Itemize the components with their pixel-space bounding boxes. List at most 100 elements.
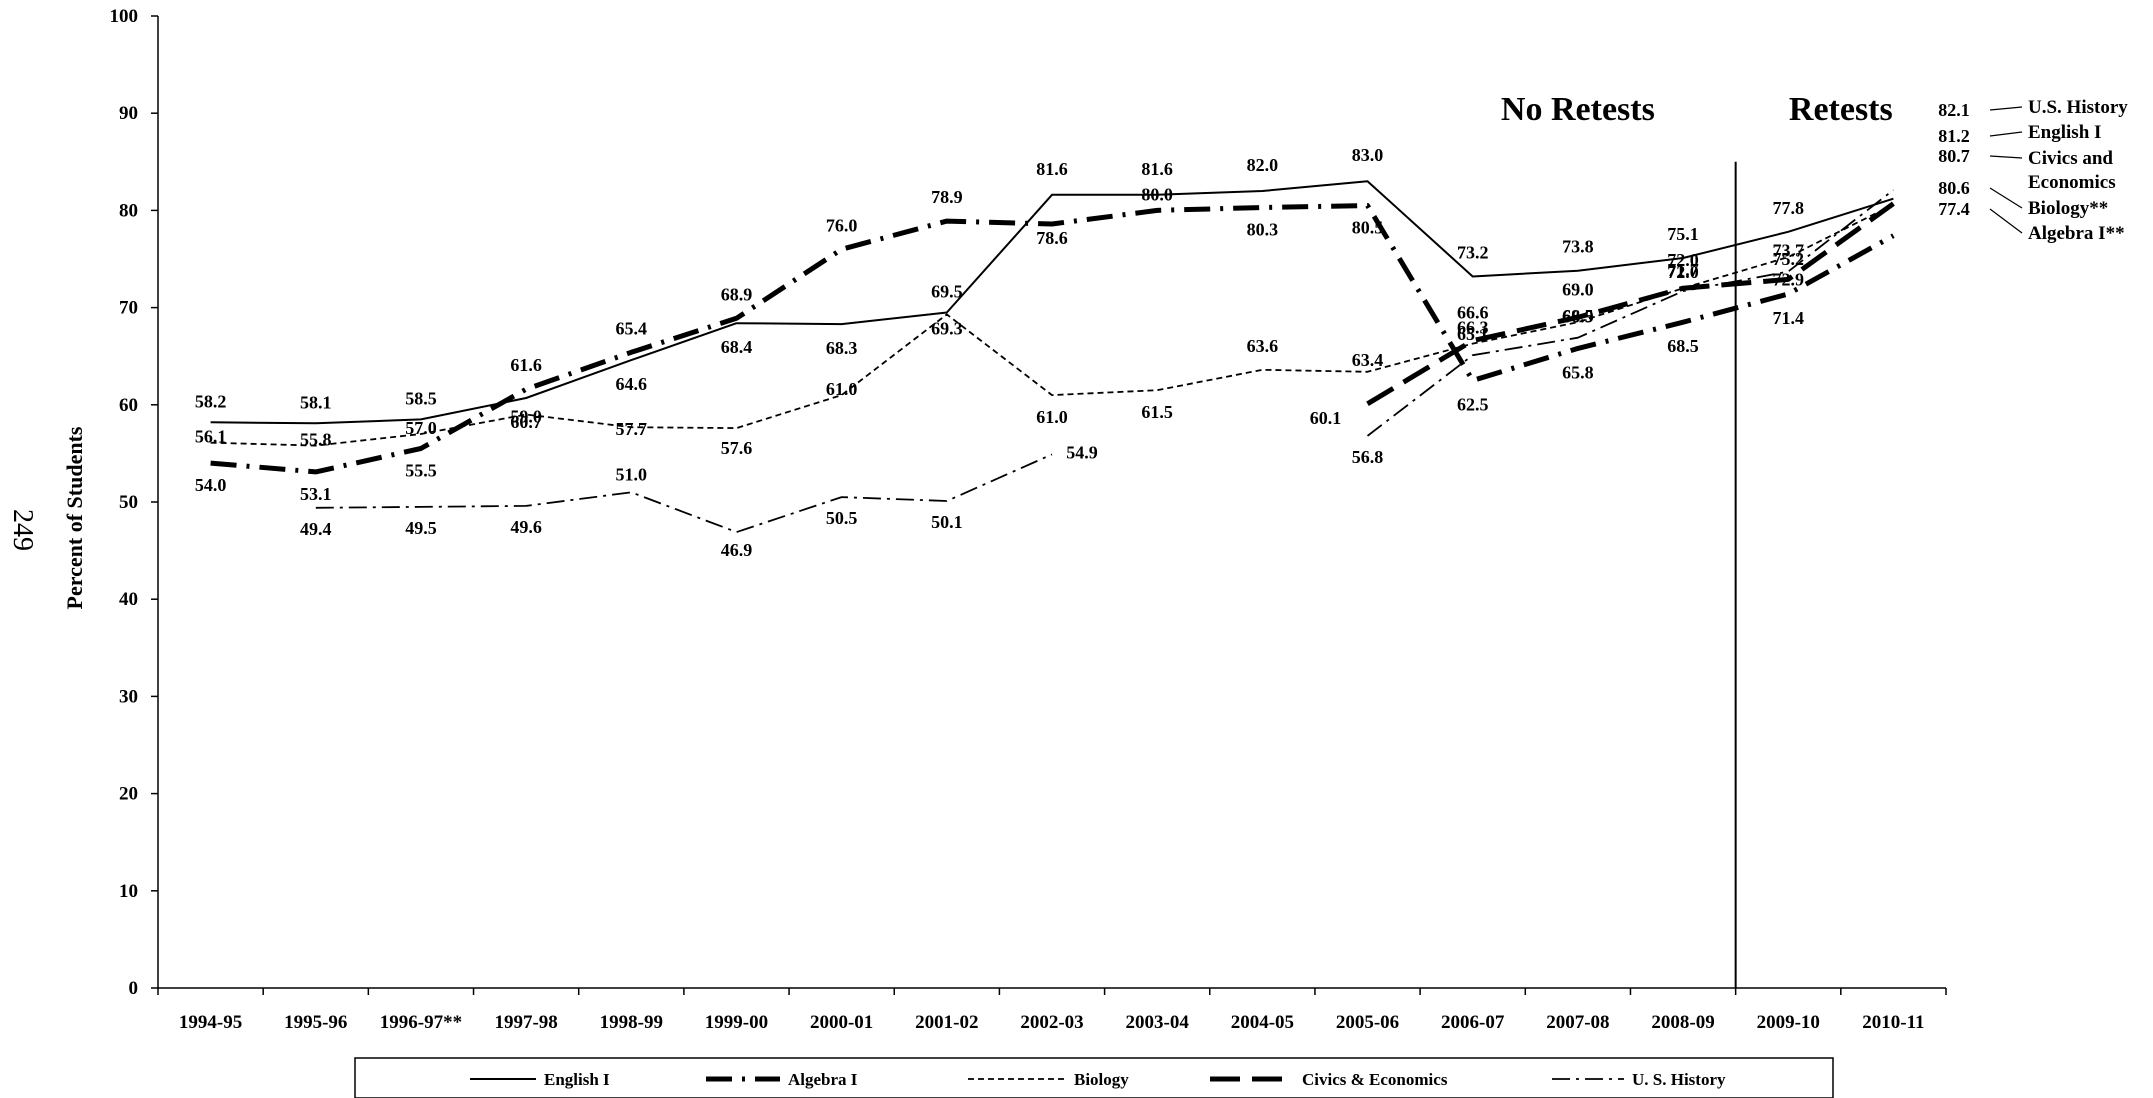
data-label-algebra-i: 65.4 (616, 318, 648, 338)
legend-label-english-i: English I (544, 1070, 610, 1089)
data-label-biology: 63.6 (1247, 336, 1279, 356)
x-tick-label: 1996-97** (380, 1012, 462, 1033)
y-tick-label: 90 (119, 103, 138, 124)
data-label-civics-economics: 72.0 (1667, 250, 1699, 270)
data-labels: 58.2 58.1 58.5 60.7 64.6 68.4 68.3 69.5 81.6 81.6… (195, 145, 1804, 560)
legend-label-civics-economics: Civics & Economics (1302, 1070, 1448, 1089)
data-label-us-history: 50.5 (826, 508, 858, 528)
legend-box (354, 1057, 1834, 1098)
data-label-english-i: 73.2 (1457, 242, 1489, 262)
legend-label-algebra-i: Algebra I (788, 1070, 858, 1089)
series-lines (210, 180, 1895, 533)
series-line-algebra-i (210, 203, 1895, 475)
data-label-english-i: 82.0 (1247, 155, 1279, 175)
data-label-algebra-i: 68.5 (1667, 336, 1699, 356)
leader-line-civics-economics (1989, 155, 2023, 159)
end-name-algebra-i: Algebra I** (2028, 223, 2125, 244)
data-label-biology: 75.2 (1772, 249, 1804, 269)
data-label-civics-economics: 69.0 (1562, 279, 1594, 299)
series-end-labels: 82.1 U.S. History 81.2 English I 80.7 Civics … (1938, 97, 2128, 244)
data-label-us-history: 54.9 (1066, 442, 1098, 462)
y-tick-label: 30 (119, 686, 138, 707)
series-line-us-history (1366, 189, 1894, 437)
leader-line-biology (1989, 187, 2023, 209)
x-tick-label: 2008-09 (1651, 1012, 1714, 1033)
data-label-biology: 56.1 (195, 427, 227, 447)
data-label-english-i: 64.6 (616, 374, 648, 394)
data-label-biology: 68.5 (1562, 306, 1594, 326)
y-tick-label: 70 (119, 298, 138, 319)
data-label-civics-economics: 66.6 (1457, 303, 1489, 323)
y-tick-label: 60 (119, 395, 138, 416)
data-label-algebra-i: 80.3 (1247, 219, 1279, 239)
data-label-algebra-i: 55.5 (405, 461, 437, 481)
end-value-algebra-i: 77.4 (1938, 199, 1970, 219)
data-label-algebra-i: 76.0 (826, 215, 858, 235)
y-tick-label: 50 (119, 492, 138, 513)
data-label-english-i: 69.5 (931, 281, 963, 301)
leader-line-algebra-i (1989, 208, 2023, 234)
data-label-algebra-i: 78.6 (1036, 228, 1068, 248)
leader-line-english-i (1989, 131, 2023, 137)
data-label-english-i: 68.3 (826, 338, 858, 358)
data-label-us-history: 51.0 (616, 464, 648, 484)
end-name-civics-economics: Economics (2028, 172, 2116, 193)
data-label-us-history: 46.9 (721, 540, 753, 560)
data-label-english-i: 73.8 (1562, 237, 1594, 257)
series-line-biology (210, 203, 1894, 447)
data-label-biology: 55.8 (300, 430, 332, 450)
data-label-biology: 57.6 (721, 438, 753, 458)
x-tick-label: 2003-04 (1126, 1012, 1190, 1033)
x-tick-label: 2009-10 (1757, 1012, 1820, 1033)
x-tick-label: 1997-98 (494, 1012, 557, 1033)
end-name-us-history: U.S. History (2028, 97, 2128, 118)
data-label-english-i: 75.1 (1667, 224, 1699, 244)
data-label-us-history: 49.5 (405, 518, 437, 538)
x-tick-label: 1999-00 (705, 1012, 768, 1033)
x-tick-label: 2010-11 (1862, 1012, 1924, 1033)
y-tick-label: 10 (119, 881, 138, 902)
x-tick-label: 2000-01 (810, 1012, 873, 1033)
y-tick-label: 40 (119, 589, 138, 610)
x-tick-label: 2006-07 (1441, 1012, 1505, 1033)
data-label-civics-economics: 60.1 (1310, 408, 1342, 428)
x-tick-label: 2004-05 (1231, 1012, 1294, 1033)
data-label-civics-economics: 72.9 (1772, 269, 1804, 289)
data-label-algebra-i: 53.1 (300, 484, 332, 504)
y-tick-label: 0 (129, 978, 139, 999)
axes (151, 15, 1947, 995)
data-label-english-i: 58.1 (300, 392, 332, 412)
data-label-english-i: 81.6 (1141, 159, 1173, 179)
data-label-us-history: 56.8 (1352, 447, 1384, 467)
data-label-us-history: 73.7 (1772, 241, 1804, 261)
y-tick-label: 80 (119, 200, 138, 221)
data-label-algebra-i: 61.6 (510, 355, 542, 375)
legend: English I Algebra I Biology Civics & Econom… (354, 1057, 1834, 1098)
end-name-english-i: English I (2028, 122, 2101, 143)
end-value-english-i: 81.2 (1938, 126, 1970, 146)
y-tick-labels: 0 10 20 30 40 50 60 70 80 90 100 (110, 6, 139, 999)
x-tick-label: 2002-03 (1020, 1012, 1083, 1033)
data-label-algebra-i: 62.5 (1457, 395, 1489, 415)
data-label-biology: 63.4 (1352, 350, 1384, 370)
data-label-algebra-i: 68.9 (721, 284, 753, 304)
end-name-civics-economics: Civics and (2028, 148, 2113, 169)
data-label-us-history: 50.1 (931, 512, 963, 532)
y-axis-title: Percent of Students (62, 426, 87, 609)
end-name-biology: Biology** (2028, 198, 2108, 219)
x-tick-label: 1995-96 (284, 1012, 347, 1033)
data-label-biology: 61.5 (1141, 402, 1173, 422)
data-label-biology: 57.7 (616, 419, 648, 439)
data-label-algebra-i: 78.9 (931, 187, 963, 207)
data-label-english-i: 77.8 (1772, 198, 1804, 218)
y-tick-label: 100 (110, 6, 139, 27)
data-label-english-i: 58.2 (195, 391, 227, 411)
data-label-english-i: 58.5 (405, 388, 437, 408)
data-label-us-history: 49.4 (300, 519, 332, 539)
end-value-us-history: 82.1 (1938, 100, 1970, 120)
data-label-biology: 61.0 (826, 379, 858, 399)
data-label-biology: 59.0 (510, 407, 542, 427)
x-tick-label: 2007-08 (1546, 1012, 1609, 1033)
page-number: 249 (7, 509, 38, 551)
